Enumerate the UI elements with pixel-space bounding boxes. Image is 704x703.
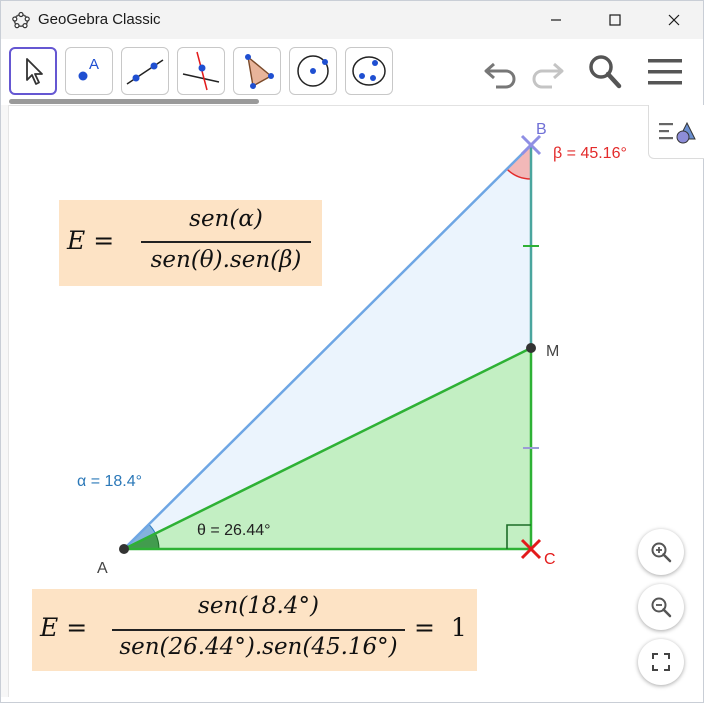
- alpha-label: α = 18.4°: [77, 473, 142, 490]
- point-c-cross[interactable]: [520, 538, 542, 560]
- point-b-cross[interactable]: [520, 134, 542, 156]
- undo-icon: [484, 62, 516, 89]
- graphics-view[interactable]: A B C M α = 18.4° θ = 26.44° β = 45.16° …: [9, 105, 697, 697]
- close-button[interactable]: [645, 1, 703, 39]
- close-icon: [668, 14, 680, 26]
- line-tool-button[interactable]: [121, 47, 169, 95]
- construction-canvas[interactable]: A B C M α = 18.4° θ = 26.44° β = 45.16°: [9, 106, 697, 697]
- beta-label: β = 45.16°: [553, 145, 627, 162]
- maximize-icon: [609, 14, 621, 26]
- redo-icon: [532, 62, 564, 89]
- redo-button[interactable]: [527, 52, 567, 92]
- zoom-in-icon: [651, 542, 672, 563]
- point-label-c: C: [544, 551, 556, 568]
- formula1-denominator: sen(θ).sen(β): [150, 247, 302, 273]
- formula2-numerator: sen(18.4°): [198, 593, 319, 619]
- menu-icon: [648, 59, 682, 85]
- polygon-tool-button[interactable]: [233, 47, 281, 95]
- circle-tool-button[interactable]: [289, 47, 337, 95]
- formula-box-symbolic[interactable]: E = sen(α) sen(θ).sen(β): [59, 200, 322, 286]
- undo-button[interactable]: [481, 52, 521, 92]
- perpendicular-icon: [182, 51, 220, 91]
- formula2-lhs: E =: [40, 613, 88, 642]
- fullscreen-icon: [652, 653, 670, 671]
- toolbar-scrollbar[interactable]: [9, 99, 259, 104]
- point-label-m: M: [546, 343, 559, 360]
- segment-am[interactable]: [123, 346, 532, 551]
- point-tool-button[interactable]: A: [65, 47, 113, 95]
- style-bar-toggle-button[interactable]: [648, 105, 704, 159]
- line-icon: [126, 59, 164, 85]
- zoom-out-icon: [651, 597, 672, 618]
- point-label-b: B: [536, 121, 547, 138]
- geogebra-logo-icon: [12, 11, 30, 29]
- main-menu-button[interactable]: [645, 52, 685, 92]
- point-a[interactable]: [119, 544, 129, 554]
- point-icon: A: [78, 56, 99, 81]
- window-title: GeoGebra Classic: [38, 11, 161, 28]
- maximize-button[interactable]: [586, 1, 644, 39]
- formula2-denominator: sen(26.44°).sen(45.16°): [119, 634, 398, 660]
- fullscreen-button[interactable]: [638, 639, 684, 685]
- point-tool-label: A: [89, 56, 99, 73]
- theta-label: θ = 26.44°: [197, 522, 271, 539]
- title-bar: GeoGebra Classic: [1, 1, 703, 39]
- point-label-a: A: [97, 560, 108, 577]
- move-tool-button[interactable]: [9, 47, 57, 95]
- polygon-icon: [245, 54, 274, 89]
- formula1-fraction-line: [141, 241, 311, 243]
- minimize-button[interactable]: [527, 1, 585, 39]
- zoom-in-button[interactable]: [638, 529, 684, 575]
- toolbar: A: [1, 39, 703, 104]
- right-angle-marker: [506, 524, 531, 549]
- perpendicular-line-tool-button[interactable]: [177, 47, 225, 95]
- formula-box-numeric[interactable]: E = sen(18.4°) sen(26.44°).sen(45.16°) =…: [32, 589, 477, 671]
- formula1-numerator: sen(α): [189, 206, 263, 232]
- search-icon: [589, 55, 622, 89]
- algebra-view-edge[interactable]: [1, 105, 9, 697]
- point-m[interactable]: [526, 343, 536, 353]
- formula2-fraction-line: [112, 629, 405, 631]
- formula2-rhs: = 1: [414, 613, 467, 642]
- conic-icon: [352, 56, 386, 86]
- conic-tool-button[interactable]: [345, 47, 393, 95]
- cursor-icon: [26, 58, 43, 85]
- zoom-out-button[interactable]: [638, 584, 684, 630]
- style-bar-icon: [658, 121, 696, 143]
- minimize-icon: [551, 19, 561, 21]
- search-button[interactable]: [585, 52, 625, 92]
- circle-icon: [297, 55, 329, 87]
- segment-ab[interactable]: [123, 144, 532, 550]
- formula1-lhs: E =: [67, 226, 115, 255]
